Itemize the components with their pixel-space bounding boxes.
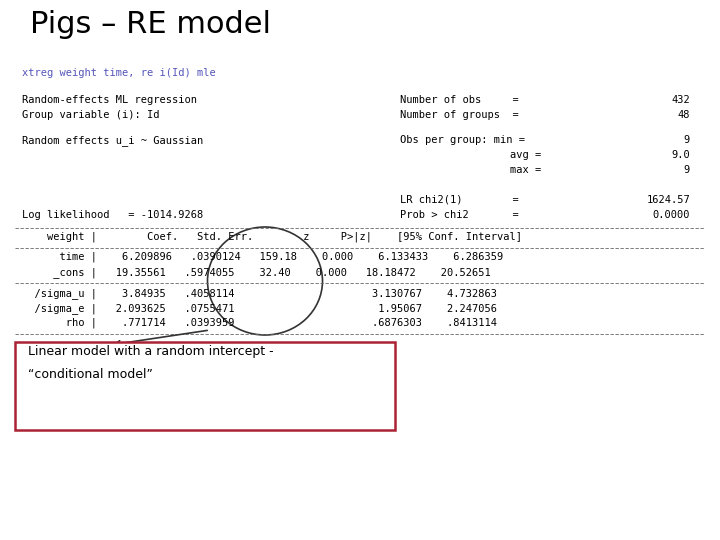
Text: 48: 48 (678, 110, 690, 120)
Text: weight |        Coef.   Std. Err.        z     P>|z|    [95% Conf. Interval]: weight | Coef. Std. Err. z P>|z| [95% Co… (22, 232, 522, 242)
Text: time |    6.209896   .0390124   159.18    0.000    6.133433    6.286359: time | 6.209896 .0390124 159.18 0.000 6.… (22, 252, 503, 262)
Text: Number of obs     =: Number of obs = (400, 95, 518, 105)
Text: Random-effects ML regression: Random-effects ML regression (22, 95, 197, 105)
Text: Pigs – RE model: Pigs – RE model (30, 10, 271, 39)
Text: Group variable (i): Id: Group variable (i): Id (22, 110, 160, 120)
Text: 9: 9 (684, 165, 690, 175)
Text: _cons |   19.35561   .5974055    32.40    0.000   18.18472    20.52651: _cons | 19.35561 .5974055 32.40 0.000 18… (22, 267, 491, 278)
Text: 9: 9 (684, 135, 690, 145)
Text: rho |    .771714   .0393959                      .6876303    .8413114: rho | .771714 .0393959 .6876303 .8413114 (22, 318, 497, 328)
Text: 432: 432 (671, 95, 690, 105)
Text: Obs per group: min =: Obs per group: min = (400, 135, 525, 145)
Text: xtreg weight time, re i(Id) mle: xtreg weight time, re i(Id) mle (22, 68, 216, 78)
Text: Linear model with a random intercept -: Linear model with a random intercept - (28, 345, 274, 358)
Text: “conditional model”: “conditional model” (28, 368, 153, 381)
Text: Log likelihood   = -1014.9268: Log likelihood = -1014.9268 (22, 210, 203, 220)
Text: Random effects u_i ~ Gaussian: Random effects u_i ~ Gaussian (22, 135, 203, 146)
Bar (15, 342, 395, 430)
Text: /sigma_e |   2.093625   .0755471                       1.95067    2.247056: /sigma_e | 2.093625 .0755471 1.95067 2.2… (22, 303, 497, 314)
Text: avg =: avg = (510, 150, 541, 160)
Text: Prob > chi2       =: Prob > chi2 = (400, 210, 518, 220)
Text: Number of groups  =: Number of groups = (400, 110, 518, 120)
Text: 9.0: 9.0 (671, 150, 690, 160)
Text: /sigma_u |    3.84935   .4058114                      3.130767    4.732863: /sigma_u | 3.84935 .4058114 3.130767 4.7… (22, 288, 497, 299)
Text: max =: max = (510, 165, 541, 175)
Text: 0.0000: 0.0000 (652, 210, 690, 220)
Text: 1624.57: 1624.57 (647, 195, 690, 205)
Text: LR chi2(1)        =: LR chi2(1) = (400, 195, 518, 205)
